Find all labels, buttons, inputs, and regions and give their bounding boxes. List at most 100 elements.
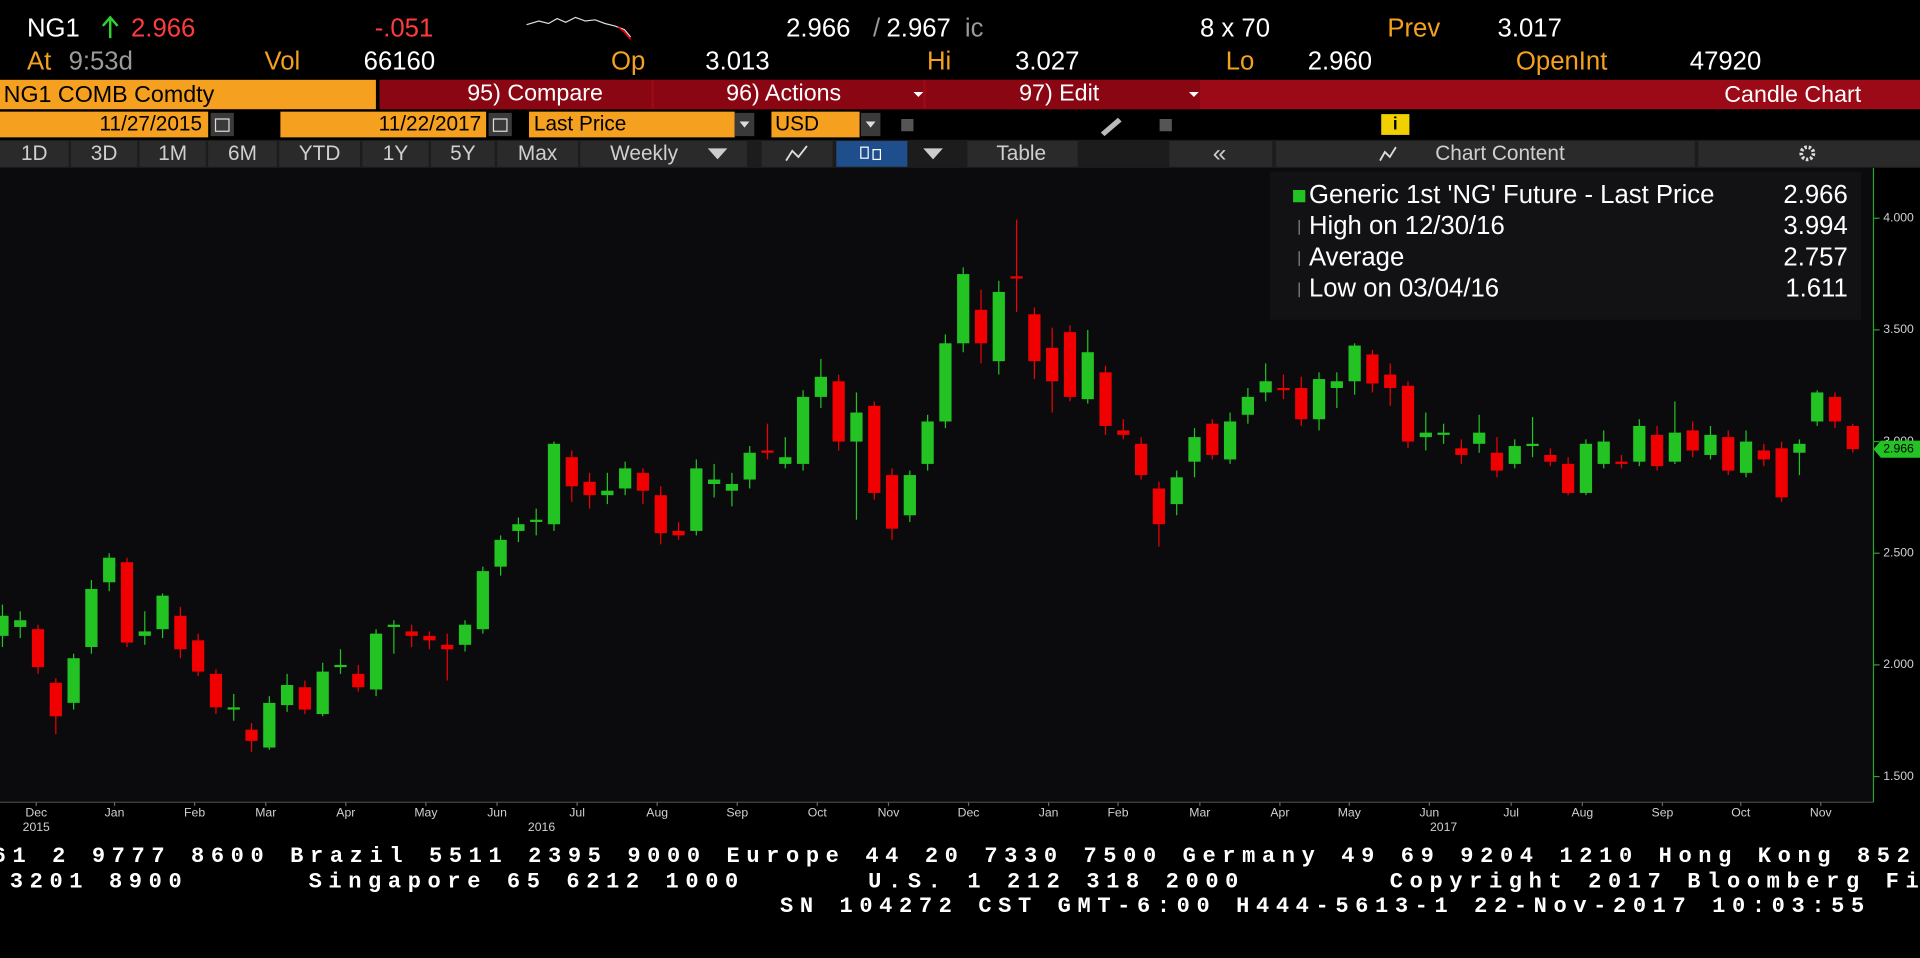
candle-body [654,495,667,534]
range-tab[interactable] [497,141,578,167]
candle-body [1259,381,1272,393]
line-chart-button[interactable] [761,141,833,167]
mov-avgs-label[interactable]: Mov Avgs [918,113,1008,136]
range-tab[interactable] [0,141,69,167]
range-tab[interactable] [208,141,277,167]
candle-body [974,309,988,344]
range-tab-label[interactable]: Max [518,142,558,165]
compare-button[interactable] [379,79,652,110]
candle-body [1668,432,1682,462]
candle-chart-button[interactable] [836,141,908,167]
currency[interactable]: USD [775,113,819,136]
candle-body [1081,352,1094,400]
chart-content-label[interactable]: Chart Content [1435,142,1565,165]
edit-label[interactable]: 97) Edit [1019,80,1100,106]
open-interest-label: OpenInt [1516,47,1607,75]
range-tab-label[interactable]: YTD [299,142,341,165]
calendar-button[interactable] [210,112,234,137]
candle-body [939,343,952,422]
candle-body [103,557,116,583]
candle-body [1579,443,1593,493]
sparkline [526,16,632,38]
table-button[interactable] [967,141,1078,167]
legend: Generic 1st 'NG' Future - Last Price 2.96… [1293,181,1848,303]
footer-line: U.S. 1 212 318 2000 [868,870,1245,895]
candle-body [761,450,774,453]
candle-body [1811,392,1824,422]
calendar-button[interactable] [488,112,512,137]
gear-icon [1799,145,1816,162]
mov-avgs-checkbox[interactable] [901,119,914,132]
bid: 2.966 [786,14,850,42]
security-bar[interactable] [0,79,376,110]
candle-icon [872,149,882,161]
candle-body [850,412,863,442]
chart-content-button[interactable] [1275,141,1695,167]
y-tick-label: 2.500 [1883,545,1914,559]
candle-body [227,707,240,710]
key-events-checkbox[interactable] [1159,119,1172,132]
candle-body [458,624,472,645]
security[interactable]: NG1 COMB Comdty [4,81,215,107]
x-tick-label: Feb [1107,806,1128,820]
end-date[interactable]: 11/22/2017 [379,113,482,136]
candle-body [1846,425,1859,450]
field-select[interactable] [528,111,735,138]
candle-body [423,635,436,641]
end-date-field[interactable] [280,111,487,138]
candle-body [921,421,934,464]
sparkline-tail [617,26,632,40]
start-date-field[interactable] [0,111,209,138]
candle-body [1419,432,1432,438]
candle-body [1739,441,1753,473]
candle-body [494,539,507,567]
range-tab[interactable] [139,141,206,167]
candle-body [1650,434,1664,467]
start-date[interactable]: 11/27/2015 [99,113,202,136]
range-tab-label[interactable]: 6M [228,142,257,165]
up-arrow [101,15,119,39]
range-tab-label[interactable]: 1D [21,142,48,165]
field[interactable]: Last Price [534,113,626,136]
range-tab[interactable] [431,141,495,167]
settings-button[interactable] [1698,141,1920,167]
range-tab-label[interactable]: 1M [158,142,187,165]
key-events-label[interactable]: Key Events [1177,113,1282,136]
info-button[interactable] [1381,114,1410,135]
candle-body [583,481,596,496]
range-tab[interactable] [71,141,138,167]
currency-select[interactable] [771,111,860,138]
candle-body [1384,374,1397,388]
actions-label[interactable]: 96) Actions [726,80,841,106]
candle-body [903,475,916,516]
period[interactable]: Weekly [610,142,678,165]
candle-body [512,524,525,531]
collapse-button[interactable] [1169,141,1273,167]
chart-type-title: Candle Chart [1724,81,1862,107]
axes: 1.5002.0002.5003.0003.5004.000DecJanFebM… [23,210,1920,834]
range-tab-label[interactable]: 5Y [450,142,476,165]
x-tick-label: Jan [1039,806,1059,820]
candle-body [387,624,400,627]
candle-body [547,443,561,525]
last-price: 2.966 [131,14,195,42]
candle-body [14,620,27,627]
x-tick-label: Mar [255,806,276,820]
low-label: Lo [1226,47,1255,75]
last-price-tag [1873,440,1920,458]
candle-body [1544,454,1557,462]
compare-label[interactable]: 95) Compare [467,80,603,106]
candle-body [885,475,899,529]
actions-button[interactable] [653,79,924,110]
candle-body [690,468,703,531]
range-tab-label[interactable]: 3D [91,142,118,165]
table-label[interactable]: Table [996,142,1046,165]
range-tab[interactable] [279,141,360,167]
range-tab-label[interactable]: 1Y [383,142,409,165]
volume-label: Vol [264,47,300,75]
pencil-icon[interactable] [1100,117,1122,137]
date-dash: - [255,113,262,136]
range-tab[interactable] [362,141,429,167]
edit-button[interactable] [925,79,1200,110]
candle-body [245,729,258,741]
